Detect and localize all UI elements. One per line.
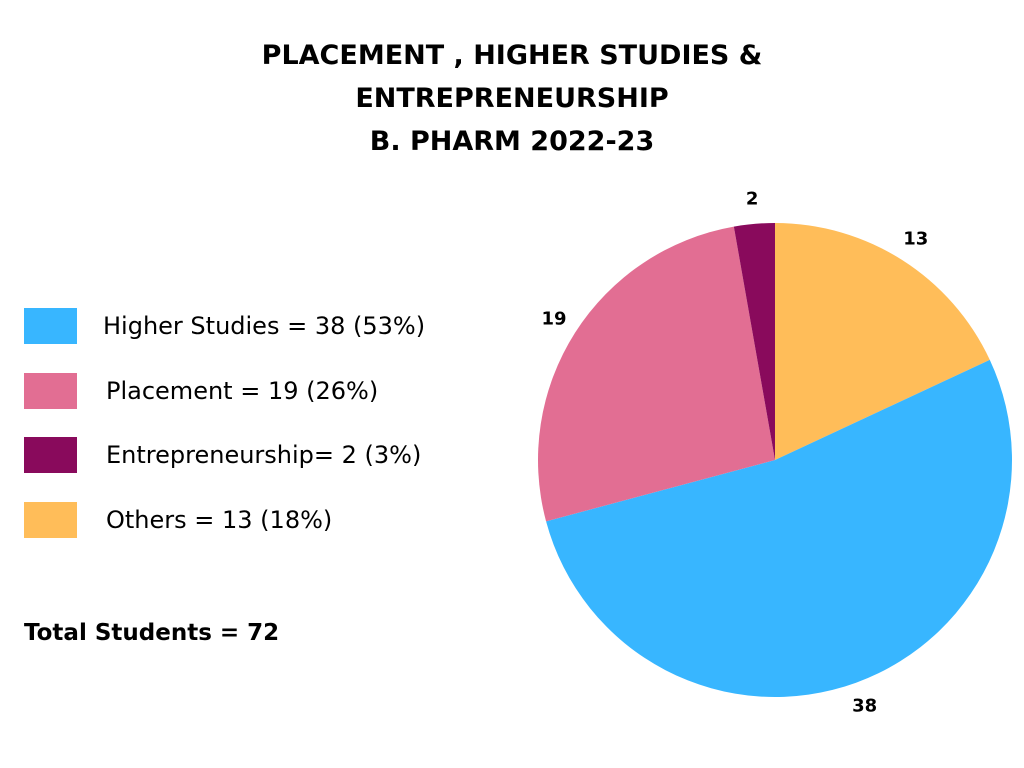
legend-label-others: Others = 13 (18%) bbox=[106, 505, 333, 534]
chart-title-line-3: B. PHARM 2022-23 bbox=[369, 126, 655, 157]
legend-swatch-others bbox=[24, 501, 77, 538]
pie-data-label-placement: 19 bbox=[542, 309, 567, 330]
legend-label-entrepreneurship: Entrepreneurship= 2 (3%) bbox=[106, 441, 422, 469]
total-students-label: Total Students = 72 bbox=[24, 620, 280, 646]
pie-data-label-others: 13 bbox=[903, 229, 928, 250]
pie-slice-higher-studies bbox=[546, 359, 1013, 698]
legend-swatch-higher-studies bbox=[24, 308, 77, 344]
legend-swatch-entrepreneurship bbox=[24, 437, 77, 473]
legend-label-higher-studies: Higher Studies = 38 (53%) bbox=[103, 312, 426, 340]
pie-slice-entrepreneurship bbox=[733, 223, 775, 460]
pie-slice-placement bbox=[538, 226, 775, 522]
chart-title-line-2: ENTREPRENEURSHIP bbox=[355, 83, 669, 114]
legend-label-placement: Placement = 19 (26%) bbox=[106, 376, 379, 405]
pie-data-label-entrepreneurship: 2 bbox=[746, 188, 759, 209]
legend-swatch-placement bbox=[24, 372, 77, 409]
pie-data-label-higher-studies: 38 bbox=[852, 696, 877, 717]
chart-title-line-1: PLACEMENT , HIGHER STUDIES & bbox=[261, 40, 763, 71]
pie-slice-others bbox=[775, 223, 990, 460]
chart-title: PLACEMENT , HIGHER STUDIES & ENTREPRENEU… bbox=[0, 34, 1024, 163]
